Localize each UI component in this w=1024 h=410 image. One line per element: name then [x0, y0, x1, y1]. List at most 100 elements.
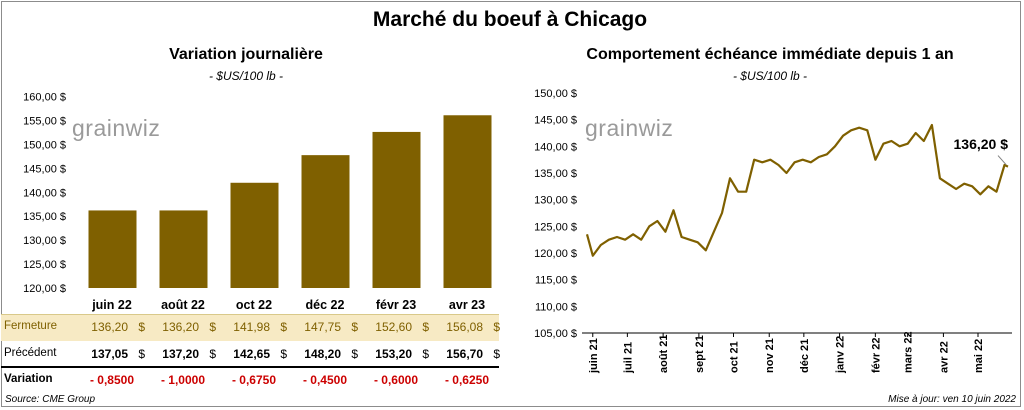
cell-currency: $ [351, 347, 358, 361]
x-tick-label: mars 22 [903, 331, 915, 373]
table-separator [1, 366, 499, 368]
cell-value: 142,65 [233, 347, 270, 361]
category-label: oct 22 [235, 298, 273, 312]
grainwiz-logo: grainwiz [72, 115, 161, 141]
left-chart-title: Variation journalière [169, 46, 323, 63]
cell-value: 137,20 [162, 347, 199, 361]
bar-chart-axis: 160,00 $ 155,00 $ 150,00 $ 145,00 $ 140,00 $… [23, 92, 66, 296]
source-note: Source: CME Group [5, 394, 96, 405]
y-tick-label: 115,00 $ [535, 275, 577, 287]
x-tick-label: juil 21 [622, 342, 634, 374]
bar-chart-bars [88, 115, 492, 288]
x-tick-label: janv 22 [835, 336, 847, 374]
y-tick-label: 125,00 $ [534, 221, 577, 233]
x-tick-label: sept 21 [694, 335, 706, 373]
x-tick-label: févr 22 [870, 338, 882, 373]
x-tick-label: juin 21 [588, 338, 600, 374]
cell-value: 141,98 [233, 320, 270, 334]
row-label-previous: Précédent [4, 347, 57, 359]
y-tick-label: 155,00 $ [23, 115, 66, 127]
cell-currency: $ [351, 320, 358, 334]
table-cell-previous: 137,20 $ [148, 347, 218, 364]
category-label: juin 22 [92, 298, 132, 312]
cell-currency: $ [209, 320, 216, 334]
table-cell-variation: - 0,6000 [373, 373, 419, 387]
y-tick-label: 120,00 $ [534, 248, 577, 260]
line-chart-axis: 150,00 $ 145,00 $ 140,00 $ 135,00 $ 130,00 $… [534, 88, 1012, 374]
table-cell-close: 152,60 $ [361, 320, 431, 337]
table-cell-previous: 137,05 $ [77, 347, 147, 364]
y-tick-label: 120,00 $ [23, 283, 66, 295]
table-cell-close: 136,20 $ [77, 320, 147, 337]
close-row-band [1, 314, 499, 341]
y-tick-label: 135,00 $ [534, 168, 577, 180]
table-cell-previous: 156,70 $ [432, 347, 502, 364]
category-label: avr 23 [448, 298, 486, 312]
line-chart-series: 136,20 $ [585, 123, 1009, 257]
row-label-variation: Variation [4, 373, 53, 385]
bar [301, 155, 350, 288]
y-tick-label: 130,00 $ [23, 235, 66, 247]
table-cell-close: 156,08 $ [432, 320, 502, 337]
x-tick-label: déc 21 [799, 339, 811, 373]
bar [372, 131, 421, 288]
cell-currency: $ [493, 320, 500, 334]
table-cell-variation: - 0,4500 [302, 373, 348, 387]
bar [230, 182, 279, 288]
y-tick-label: 145,00 $ [23, 163, 66, 175]
row-label-close: Fermeture [4, 320, 58, 332]
table-cell-previous: 142,65 $ [219, 347, 289, 364]
table-cell-variation: - 0,6750 [231, 373, 277, 387]
right-chart-title: Comportement échéance immédiate depuis 1… [586, 46, 954, 63]
cell-value: 156,08 [446, 320, 483, 334]
table-cell-variation: - 1,0000 [160, 373, 206, 387]
cell-currency: $ [138, 347, 145, 361]
annotation-leader [997, 155, 1007, 165]
cell-currency: $ [280, 320, 287, 334]
table-cell-previous: 153,20 $ [361, 347, 431, 364]
x-tick-label: août 21 [658, 334, 670, 373]
x-tick-label: oct 21 [728, 341, 740, 373]
category-label: févr 23 [375, 298, 417, 312]
cell-value: 147,75 [304, 320, 341, 334]
cell-value: 136,20 [91, 320, 128, 334]
x-tick-label: avr 22 [938, 341, 950, 373]
category-label: août 22 [161, 298, 205, 312]
table-cell-variation: - 0,8500 [89, 373, 135, 387]
cell-value: 136,20 [162, 320, 199, 334]
last-value-label: 136,20 $ [954, 136, 1009, 152]
update-note: Mise à jour: ven 10 juin 2022 [888, 394, 1016, 405]
y-tick-label: 105,00 $ [534, 328, 577, 340]
y-tick-label: 140,00 $ [534, 141, 577, 153]
category-label: déc 22 [305, 298, 345, 312]
table-cell-close: 147,75 $ [290, 320, 360, 337]
y-tick-label: 140,00 $ [23, 187, 66, 199]
cell-currency: $ [422, 347, 429, 361]
bar [159, 210, 208, 288]
x-tick-label: nov 21 [764, 338, 776, 373]
cell-value: 137,05 [91, 347, 128, 361]
cell-currency: $ [209, 347, 216, 361]
bar [88, 210, 137, 288]
table-cell-previous: 148,20 $ [290, 347, 360, 364]
cell-value: 153,20 [375, 347, 412, 361]
cell-value: 156,70 [446, 347, 483, 361]
table-cell-variation: - 0,6250 [444, 373, 490, 387]
grainwiz-logo: grainwiz [585, 115, 674, 141]
y-tick-label: 145,00 $ [534, 115, 577, 127]
cell-currency: $ [280, 347, 287, 361]
y-tick-label: 160,00 $ [23, 92, 66, 104]
cell-currency: $ [138, 320, 145, 334]
table-cell-close: 136,20 $ [148, 320, 218, 337]
cell-value: 148,20 [304, 347, 341, 361]
cell-value: 152,60 [375, 320, 412, 334]
table-cell-close: 141,98 $ [219, 320, 289, 337]
page-title: Marché du boeuf à Chicago [372, 8, 648, 31]
y-tick-label: 125,00 $ [23, 259, 66, 271]
y-tick-label: 150,00 $ [534, 88, 577, 100]
left-chart-subtitle: - $US/100 lb - [208, 69, 284, 83]
y-tick-label: 130,00 $ [534, 195, 577, 207]
cell-currency: $ [422, 320, 429, 334]
